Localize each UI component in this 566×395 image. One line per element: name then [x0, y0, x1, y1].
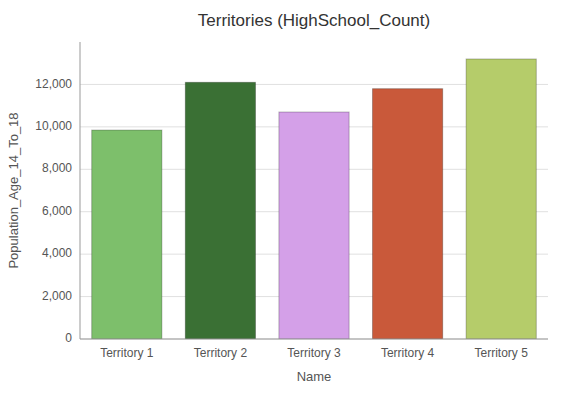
x-tick-label: Territory 1: [100, 346, 154, 360]
bar: [466, 59, 536, 339]
y-tick-label: 4,000: [42, 246, 72, 260]
y-axis-line: [80, 42, 81, 339]
chart-svg: 0 2,000 4,000 6,000 8,000 10,000 12,000 Territo…: [0, 0, 566, 395]
y-axis-label: Population_Age_14_To_18: [6, 112, 21, 268]
x-tick-label: Territory 4: [381, 346, 435, 360]
title: Territories (HighSchool_Count): [198, 11, 430, 30]
bar: [185, 82, 255, 339]
page: {"chart_data": {"type": "bar", "title": …: [0, 0, 566, 395]
bars: [92, 59, 537, 339]
x-axis-line: [80, 339, 548, 340]
y-tick-label: 12,000: [35, 77, 72, 91]
bar: [92, 130, 162, 339]
y-tick-label: 0: [65, 331, 72, 345]
x-tick-label: Territory 2: [194, 346, 248, 360]
y-tick-label: 10,000: [35, 119, 72, 133]
x-tick-label: Territory 5: [475, 346, 529, 360]
y-ticks: 0 2,000 4,000 6,000 8,000 10,000 12,000: [35, 77, 72, 346]
x-tick-label: Territory 3: [287, 346, 341, 360]
x-ticks: Territory 1 Territory 2 Territory 3 Territo…: [100, 346, 528, 360]
x-axis-label: Name: [297, 369, 332, 384]
y-tick-label: 2,000: [42, 289, 72, 303]
y-tick-label: 8,000: [42, 161, 72, 175]
y-tick-label: 6,000: [42, 204, 72, 218]
bar: [279, 112, 349, 339]
grid-line: [80, 339, 548, 340]
bar: [373, 89, 443, 339]
chart-container: 0 2,000 4,000 6,000 8,000 10,000 12,000 Territo…: [0, 0, 566, 395]
